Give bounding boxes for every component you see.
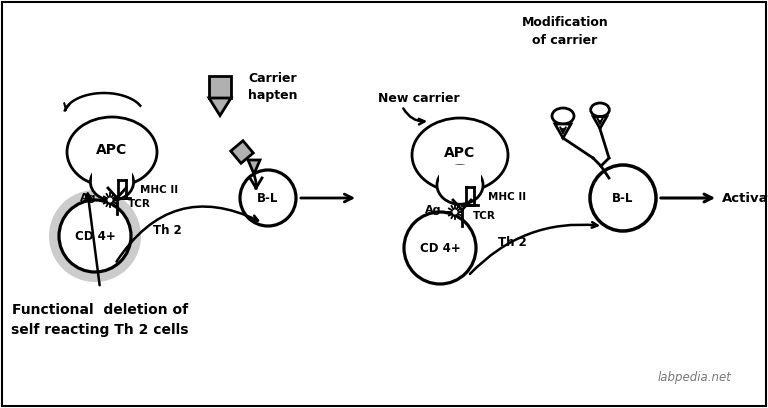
Text: APC: APC <box>445 146 475 160</box>
Text: New carrier: New carrier <box>378 91 459 104</box>
Bar <box>439 165 481 185</box>
Circle shape <box>49 190 141 282</box>
Circle shape <box>240 170 296 226</box>
Circle shape <box>59 200 131 272</box>
Text: Th 2: Th 2 <box>498 237 527 250</box>
Text: of carrier: of carrier <box>532 33 598 47</box>
Text: Functional  deletion of: Functional deletion of <box>12 303 188 317</box>
Text: CD 4+: CD 4+ <box>419 242 460 255</box>
Text: CD 4+: CD 4+ <box>74 229 115 242</box>
Text: Carrier: Carrier <box>248 71 296 84</box>
Text: B-L: B-L <box>257 191 279 204</box>
Bar <box>209 76 231 98</box>
Ellipse shape <box>437 166 483 204</box>
Polygon shape <box>555 124 571 138</box>
Text: Ag: Ag <box>425 205 442 215</box>
Text: TCR: TCR <box>128 199 151 209</box>
Text: Th 2: Th 2 <box>153 224 182 237</box>
Text: B-L: B-L <box>612 191 634 204</box>
Text: MHC II: MHC II <box>488 192 526 202</box>
Circle shape <box>108 197 112 202</box>
Text: Ag: Ag <box>80 193 96 203</box>
Polygon shape <box>230 141 253 163</box>
Ellipse shape <box>67 117 157 187</box>
Bar <box>92 162 132 182</box>
Polygon shape <box>248 160 260 174</box>
Text: Activation: Activation <box>722 191 768 204</box>
Text: labpedia.net: labpedia.net <box>658 372 732 384</box>
Text: hapten: hapten <box>248 89 297 102</box>
Ellipse shape <box>91 164 134 200</box>
Ellipse shape <box>591 103 609 117</box>
Circle shape <box>590 165 656 231</box>
Text: TCR: TCR <box>473 211 496 221</box>
Text: self reacting Th 2 cells: self reacting Th 2 cells <box>12 323 189 337</box>
Polygon shape <box>593 117 607 129</box>
Polygon shape <box>209 98 231 115</box>
Circle shape <box>404 212 476 284</box>
Circle shape <box>452 209 458 215</box>
Text: Modification: Modification <box>521 16 608 29</box>
Text: APC: APC <box>96 143 127 157</box>
Ellipse shape <box>552 108 574 124</box>
Ellipse shape <box>412 118 508 192</box>
Text: MHC II: MHC II <box>140 185 178 195</box>
